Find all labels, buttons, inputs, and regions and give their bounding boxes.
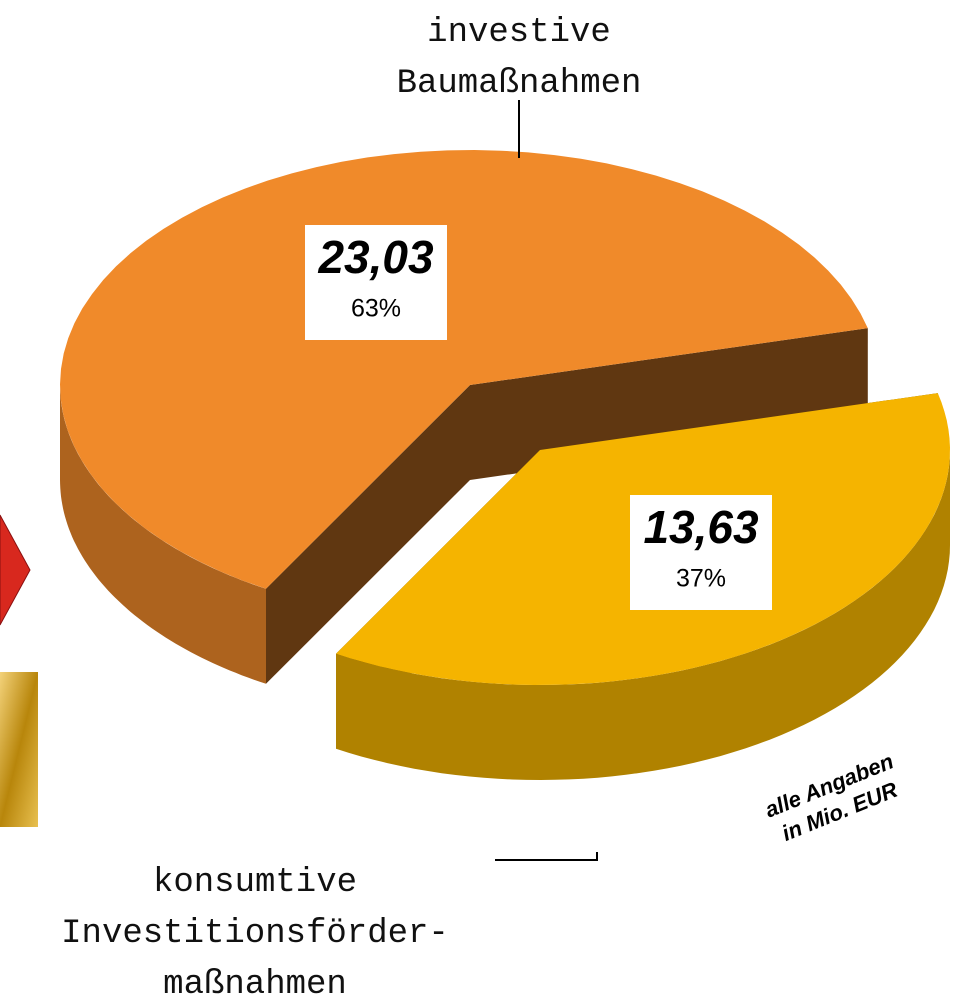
category-label: Investitionsförder- (61, 915, 449, 953)
slice (60, 150, 868, 589)
value-label: 23,03 (317, 231, 434, 283)
percentage-label: 63% (351, 295, 401, 323)
value-label: 13,63 (643, 501, 759, 553)
decor-image (0, 672, 38, 827)
slice-side (60, 385, 266, 684)
label-box (630, 495, 772, 610)
category-label: investive (427, 14, 611, 52)
leader-line (495, 852, 598, 861)
label-box (305, 225, 447, 340)
slice-face (470, 328, 868, 480)
category-label: maßnahmen (163, 966, 347, 1002)
percentage-label: 37% (676, 565, 726, 593)
slice-side (336, 450, 950, 780)
slice-face (266, 385, 470, 684)
decor-arrow (0, 514, 31, 626)
pie (60, 150, 950, 780)
category-label: Baumaßnahmen (397, 65, 642, 103)
category-label: konsumtive (153, 864, 357, 902)
labels: 23,03 63% 13,63 37% investive Baumaßnahmen kon… (61, 14, 901, 1002)
